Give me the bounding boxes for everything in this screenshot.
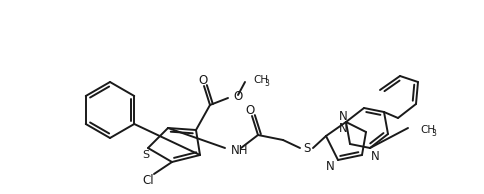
Text: NH: NH: [231, 145, 248, 158]
Text: O: O: [245, 105, 255, 118]
Text: N: N: [371, 150, 380, 163]
Text: O: O: [233, 90, 242, 104]
Text: 3: 3: [431, 128, 436, 138]
Text: CH: CH: [420, 125, 435, 135]
Text: N: N: [326, 159, 334, 172]
Text: N: N: [339, 109, 348, 122]
Text: S: S: [142, 150, 150, 160]
Text: 3: 3: [264, 79, 269, 87]
Text: O: O: [198, 74, 208, 87]
Text: CH: CH: [253, 75, 268, 85]
Text: Cl: Cl: [142, 173, 154, 186]
Text: N: N: [339, 121, 348, 134]
Text: S: S: [303, 141, 311, 154]
